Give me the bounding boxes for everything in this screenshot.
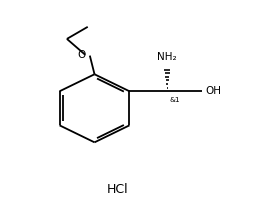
Text: O: O: [77, 50, 85, 60]
Text: &1: &1: [169, 97, 180, 103]
Text: NH₂: NH₂: [157, 52, 177, 62]
Text: OH: OH: [205, 86, 221, 96]
Text: HCl: HCl: [107, 183, 129, 196]
